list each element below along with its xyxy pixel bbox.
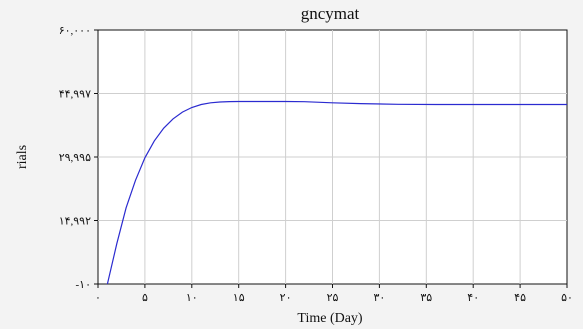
y-tick-label: ۲۹,۹۹۵ [59, 152, 91, 164]
x-tick-label: ۵ [142, 292, 148, 304]
x-tick-label: ۲۵ [327, 292, 339, 304]
y-axis-ticks: -۱۰ ۱۴,۹۹۲ ۲۹,۹۹۵ ۴۴,۹۹۷ ۶۰,۰۰۰ [59, 25, 98, 291]
x-tick-label: ۳۵ [420, 292, 432, 304]
x-tick-label: ۰ [95, 292, 101, 304]
y-axis-label: rials [15, 145, 30, 169]
x-axis-ticks: ۰ ۵ ۱۰ ۱۵ ۲۰ ۲۵ ۳۰ ۳۵ ۴۰ ۴۵ ۵۰ [95, 284, 573, 304]
x-tick-label: ۴۰ [467, 292, 479, 304]
x-tick-label: ۱۵ [233, 292, 245, 304]
chart-title: gncymat [301, 4, 360, 23]
y-tick-label: -۱۰ [76, 279, 91, 291]
x-tick-label: ۱۰ [186, 292, 198, 304]
grid-lines [98, 30, 567, 284]
x-tick-label: ۳۰ [373, 292, 385, 304]
series-layer [106, 100, 567, 285]
x-axis-label: Time (Day) [297, 311, 363, 326]
y-tick-label: ۱۴,۹۹۲ [59, 216, 91, 228]
x-tick-label: ۴۵ [514, 292, 526, 304]
x-tick-label: ۵۰ [561, 292, 573, 304]
y-tick-label: ۶۰,۰۰۰ [59, 25, 91, 37]
y-tick-label: ۴۴,۹۹۷ [59, 89, 91, 101]
series-line [106, 100, 567, 285]
x-tick-label: ۲۰ [280, 292, 292, 304]
